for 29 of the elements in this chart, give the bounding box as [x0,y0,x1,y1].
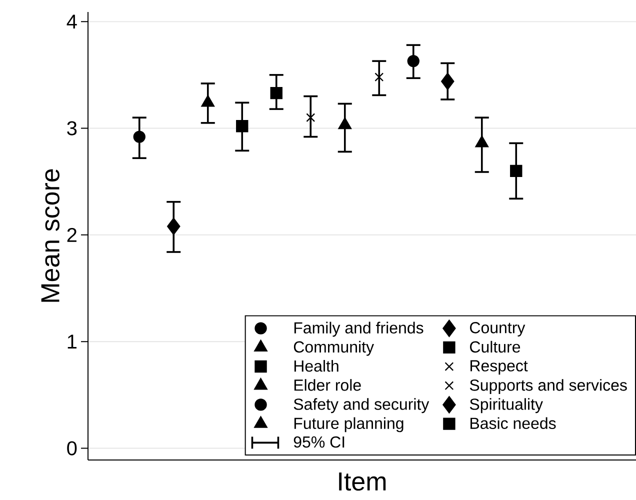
legend-label: Health [294,360,338,372]
point [306,113,316,122]
legend-label: Spirituality [470,398,543,414]
point [441,72,454,90]
point [133,130,146,143]
legend-label: Country [470,322,526,336]
y-tick-label: 2 [67,228,76,242]
point [270,86,282,100]
annotation: 95% CI [294,436,344,448]
legend-label: Family and friends [294,322,424,337]
point [407,54,420,68]
y-tick-label: 1 [68,334,76,348]
x-axis-title: Item [339,472,386,491]
point [374,72,384,82]
legend-label: Safety and security [294,398,430,414]
y-tick-label: 3 [67,121,77,136]
legend-label: Supports and services [470,379,627,394]
point [510,164,522,178]
y-axis-title: Mean score [41,169,60,302]
y-tick-label: 4 [66,14,77,28]
y-tick-label: 0 [67,441,77,456]
point [236,120,248,132]
point [167,218,180,235]
legend-label: Culture [470,340,520,353]
legend-label: Future planning [294,417,404,432]
legend-label: Respect [470,360,528,375]
legend-label: Community [294,340,374,356]
legend-label: Basic needs [470,417,556,430]
legend-label: Elder role [294,379,361,391]
